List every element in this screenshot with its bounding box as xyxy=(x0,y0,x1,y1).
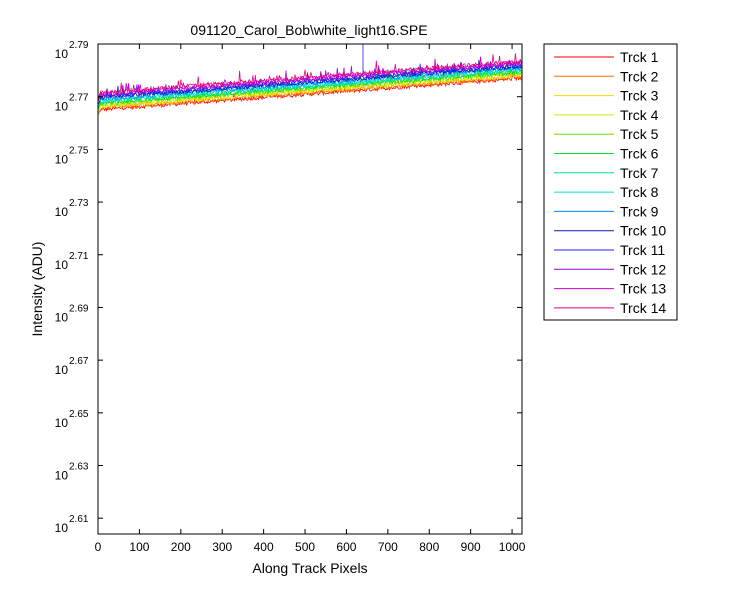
y-tick-label-exponent: 2.73 xyxy=(69,198,89,209)
legend-items: Trck 1 Trck 2 Trck 3 Trck 4 Trck 5 Trck 6 Trck… xyxy=(554,49,666,316)
legend-label: Trck 13 xyxy=(620,281,666,297)
plot-area xyxy=(97,43,523,535)
legend-label: Trck 8 xyxy=(620,184,659,200)
x-tick-label: 900 xyxy=(461,540,481,554)
legend-label: Trck 1 xyxy=(620,49,659,65)
plot-frame xyxy=(97,43,523,535)
y-tick-label-base: 10 xyxy=(55,310,69,324)
y-tick-label-base: 10 xyxy=(55,416,69,430)
y-tick-label-exponent: 2.69 xyxy=(69,303,89,314)
y-tick-label-exponent: 2.63 xyxy=(69,462,89,473)
series-line-trck-14 xyxy=(97,53,523,100)
y-tick-label-base: 10 xyxy=(55,47,69,61)
series-line-trck-2 xyxy=(97,67,523,115)
series-line-trck-6 xyxy=(97,65,523,109)
x-tick-label: 200 xyxy=(171,540,191,554)
y-tick-label-exponent: 2.67 xyxy=(69,356,89,367)
legend: Trck 1 Trck 2 Trck 3 Trck 4 Trck 5 Trck 6 Trck… xyxy=(543,43,678,321)
y-tick-label-exponent: 2.75 xyxy=(69,145,89,156)
y-axis: 102.61102.63102.65102.67102.69102.71102.… xyxy=(55,40,522,535)
legend-box xyxy=(543,43,678,321)
y-tick-label-base: 10 xyxy=(55,152,69,166)
series-line-trck-7 xyxy=(97,67,523,108)
x-tick-label: 300 xyxy=(212,540,232,554)
x-tick-label: 100 xyxy=(129,540,149,554)
legend-label: Trck 10 xyxy=(620,223,666,239)
legend-label: Trck 2 xyxy=(620,68,659,84)
x-axis: 0 100 200 300 400 500 600 700 800 900 1000 xyxy=(95,44,526,554)
y-tick-label-exponent: 2.65 xyxy=(69,409,89,420)
series-group xyxy=(97,44,523,115)
legend-label: Trck 11 xyxy=(620,242,665,258)
y-axis-label: Intensity (ADU) xyxy=(29,242,45,337)
y-tick-label-base: 10 xyxy=(55,363,69,377)
legend-label: Trck 12 xyxy=(620,261,666,277)
chart-title: 091120_Carol_Bob\white_light16.SPE xyxy=(190,22,427,38)
x-tick-label: 500 xyxy=(295,540,315,554)
x-tick-label: 0 xyxy=(95,540,102,554)
y-tick-label-base: 10 xyxy=(55,469,69,483)
x-axis-label: Along Track Pixels xyxy=(252,560,367,576)
legend-label: Trck 9 xyxy=(620,203,659,219)
y-tick-label-base: 10 xyxy=(55,258,69,272)
x-tick-label: 600 xyxy=(336,540,356,554)
legend-label: Trck 5 xyxy=(620,126,659,142)
series-line-trck-11 xyxy=(97,44,523,101)
x-tick-label: 400 xyxy=(254,540,274,554)
y-tick-label-exponent: 2.71 xyxy=(69,251,89,262)
y-tick-label-base: 10 xyxy=(55,100,69,114)
legend-label: Trck 6 xyxy=(620,146,659,162)
x-tick-label: 700 xyxy=(378,540,398,554)
y-tick-label-exponent: 2.77 xyxy=(69,93,89,104)
y-tick-label-base: 10 xyxy=(55,521,69,535)
y-tick-label-base: 10 xyxy=(55,205,69,219)
y-tick-label-exponent: 2.61 xyxy=(69,514,89,525)
legend-label: Trck 3 xyxy=(620,88,659,104)
legend-label: Trck 7 xyxy=(620,165,659,181)
x-tick-label: 1000 xyxy=(499,540,526,554)
y-tick-label-exponent: 2.79 xyxy=(69,40,89,51)
plot-background xyxy=(98,44,522,534)
x-tick-label: 800 xyxy=(419,540,439,554)
legend-label: Trck 4 xyxy=(620,107,659,123)
legend-label: Trck 14 xyxy=(620,300,666,316)
series-line-trck-12 xyxy=(97,60,523,102)
